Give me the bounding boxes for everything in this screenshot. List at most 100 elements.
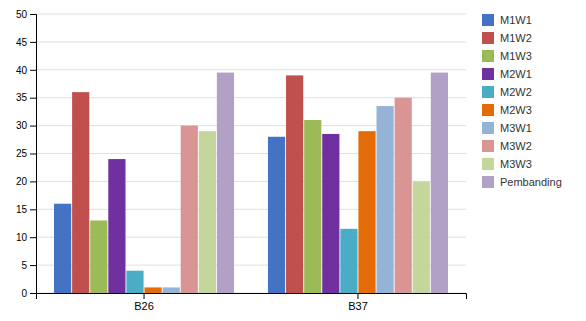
bar — [340, 229, 357, 293]
y-tick-mark — [30, 98, 36, 99]
bar-series — [144, 131, 375, 293]
axis-domain — [37, 294, 467, 300]
bar — [90, 220, 107, 293]
legend-item: M3W1 — [482, 122, 532, 134]
bar — [144, 287, 161, 293]
y-tick: 45 — [16, 37, 36, 48]
y-tick: 35 — [16, 92, 36, 103]
y-tick-mark — [30, 14, 36, 15]
bar — [286, 75, 303, 293]
grid — [36, 14, 466, 293]
legend-item: M2W2 — [482, 86, 532, 98]
x-tick-mark — [357, 293, 358, 299]
legend-swatch — [482, 68, 494, 80]
y-tick-mark — [30, 42, 36, 43]
y-tick: 0 — [21, 288, 36, 299]
legend-item: M3W2 — [482, 140, 532, 152]
legend-swatch — [482, 50, 494, 62]
bar — [413, 181, 430, 293]
x-tick: B37 — [348, 293, 368, 312]
y-tick-label: 50 — [16, 9, 28, 20]
bar-series — [217, 73, 448, 293]
y-tick-label: 10 — [16, 232, 28, 243]
grid-line — [36, 41, 466, 42]
y-tick: 10 — [16, 232, 36, 243]
y-tick-label: 5 — [21, 260, 27, 271]
y-tick: 15 — [16, 204, 36, 215]
bar — [395, 98, 412, 293]
legend-swatch — [482, 176, 494, 188]
legend-swatch — [482, 158, 494, 170]
y-axis: 0 5 10 15 20 25 30 35 40 45 50 — [16, 9, 37, 299]
bar — [199, 131, 216, 293]
bar — [72, 92, 89, 293]
legend-item: M3W3 — [482, 158, 532, 170]
bar-series — [163, 106, 394, 293]
legend-item: M1W2 — [482, 32, 532, 44]
legend-swatch — [482, 122, 494, 134]
legend-label: M2W1 — [500, 68, 532, 80]
legend-label: M1W1 — [500, 14, 532, 26]
y-tick-mark — [30, 126, 36, 127]
bar — [163, 287, 180, 293]
y-tick-label: 40 — [16, 65, 28, 76]
x-tick: B26 — [134, 293, 154, 312]
y-tick: 40 — [16, 65, 36, 76]
bar — [217, 73, 234, 293]
bars — [54, 73, 448, 293]
chart-container: B26 B37 0 5 10 15 20 25 30 35 40 45 50 M1W1 M1W2 M1W3 M2… — [0, 0, 586, 321]
legend-label: M3W2 — [500, 140, 532, 152]
legend-label: M1W3 — [500, 50, 532, 62]
legend-swatch — [482, 32, 494, 44]
y-tick-mark — [30, 181, 36, 182]
legend-label: Pembanding — [500, 176, 562, 188]
legend-label: M2W3 — [500, 104, 532, 116]
bar-series — [90, 120, 321, 293]
grid-line — [36, 69, 466, 70]
x-axis: B26 B37 — [37, 293, 467, 312]
y-tick-mark — [30, 70, 36, 71]
bar — [126, 271, 143, 293]
y-tick-label: 15 — [16, 204, 28, 215]
legend-item: M1W1 — [482, 14, 532, 26]
legend-swatch — [482, 86, 494, 98]
legend-item: Pembanding — [482, 176, 562, 188]
bar — [108, 159, 125, 293]
bar — [358, 131, 375, 293]
y-tick-mark — [30, 209, 36, 210]
legend-swatch — [482, 140, 494, 152]
y-tick: 5 — [21, 260, 36, 271]
legend-swatch — [482, 104, 494, 116]
legend-item: M2W3 — [482, 104, 532, 116]
bar-series — [126, 229, 357, 293]
y-tick-label: 0 — [21, 288, 27, 299]
grid-line — [36, 14, 466, 15]
legend-label: M2W2 — [500, 86, 532, 98]
y-tick: 25 — [16, 148, 36, 159]
legend-item: M1W3 — [482, 50, 532, 62]
plot: B26 B37 0 5 10 15 20 25 30 35 40 45 50 — [16, 9, 467, 312]
y-tick-label: 25 — [16, 148, 28, 159]
y-tick-label: 30 — [16, 120, 28, 131]
y-tick: 20 — [16, 176, 36, 187]
y-tick-mark — [30, 293, 36, 294]
bar — [181, 126, 198, 293]
y-tick-label: 45 — [16, 37, 28, 48]
chart-svg: B26 B37 0 5 10 15 20 25 30 35 40 45 50 M1W1 M1W2 M1W3 M2… — [0, 0, 586, 321]
y-tick: 50 — [16, 9, 36, 20]
x-tick-label: B26 — [134, 300, 154, 312]
bar — [377, 106, 394, 293]
bar — [322, 134, 339, 293]
bar-series — [72, 75, 303, 293]
bar — [268, 137, 285, 293]
y-tick-label: 20 — [16, 176, 28, 187]
y-tick-mark — [30, 237, 36, 238]
legend-label: M3W3 — [500, 158, 532, 170]
x-tick-label: B37 — [348, 300, 368, 312]
y-tick-mark — [30, 265, 36, 266]
bar — [304, 120, 321, 293]
bar — [54, 204, 71, 293]
bar — [431, 73, 448, 293]
bar-series — [181, 98, 412, 293]
legend-swatch — [482, 14, 494, 26]
